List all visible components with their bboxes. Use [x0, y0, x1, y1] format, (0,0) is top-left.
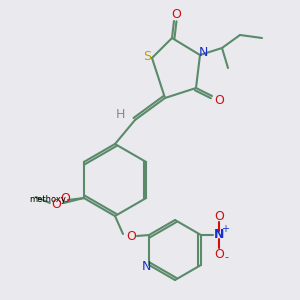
Text: O: O [214, 209, 224, 223]
Text: O: O [60, 193, 70, 206]
Text: N: N [214, 229, 224, 242]
Text: methoxy: methoxy [29, 196, 66, 205]
Text: N: N [198, 46, 208, 59]
Text: O: O [214, 248, 224, 262]
Text: O: O [51, 197, 61, 211]
Text: O: O [126, 230, 136, 242]
Text: H: H [115, 107, 125, 121]
Text: -: - [224, 252, 228, 262]
Text: +: + [221, 224, 229, 234]
Text: O: O [214, 94, 224, 106]
Text: O: O [171, 8, 181, 20]
Text: S: S [143, 50, 151, 62]
Text: N: N [141, 260, 151, 274]
